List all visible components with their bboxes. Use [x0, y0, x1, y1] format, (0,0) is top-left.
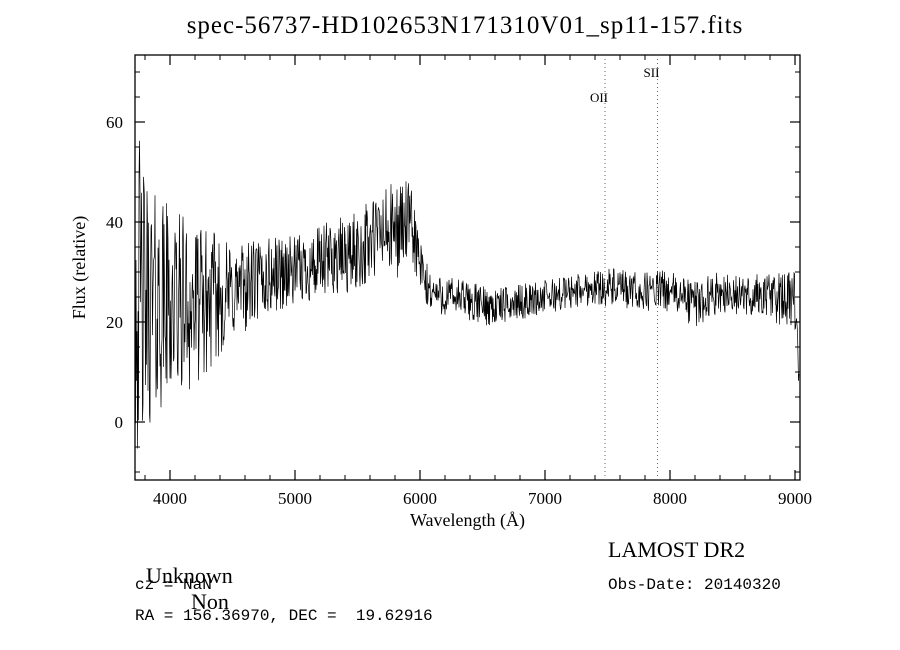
emission-line-label-OII: OII	[590, 90, 608, 105]
y-tick-label: 20	[106, 313, 123, 332]
obs-date-label: Obs-Date: 20140320	[608, 576, 781, 594]
x-tick-label: 6000	[403, 489, 437, 508]
chart-svg: 4000 5000 6000 7000 8000 9000 0 20 40 60 OII SII Wav…	[69, 54, 812, 531]
cz-label: cz = NaN	[135, 576, 212, 594]
ra-dec-label: RA = 156.36970, DEC = 19.62916	[135, 607, 433, 625]
spectrum-chart: 4000 5000 6000 7000 8000 9000 0 20 40 60 OII SII Wav…	[69, 12, 812, 531]
y-tick-label: 60	[106, 113, 123, 132]
class-label: Unknown	[146, 563, 233, 588]
subclass-label: Non	[191, 589, 229, 614]
chart-title: spec-56737-HD102653N171310V01_sp11-157.f…	[186, 12, 744, 39]
y-axis-label: Flux (relative)	[69, 216, 90, 319]
x-tick-label: 5000	[278, 489, 312, 508]
y-tick-label: 40	[106, 213, 123, 232]
x-tick-label: 8000	[653, 489, 687, 508]
x-tick-label: 4000	[153, 489, 187, 508]
y-tick-label: 0	[115, 413, 124, 432]
classification-line: Unknown Non	[135, 537, 233, 615]
emission-line-label-SII: SII	[644, 65, 660, 80]
plot-frame	[134, 54, 801, 481]
x-axis-label: Wavelength (Å)	[410, 510, 525, 531]
x-tick-label: 9000	[778, 489, 812, 508]
survey-label: LAMOST DR2	[608, 537, 746, 562]
spectrum-line	[135, 140, 800, 449]
x-tick-label: 7000	[528, 489, 562, 508]
